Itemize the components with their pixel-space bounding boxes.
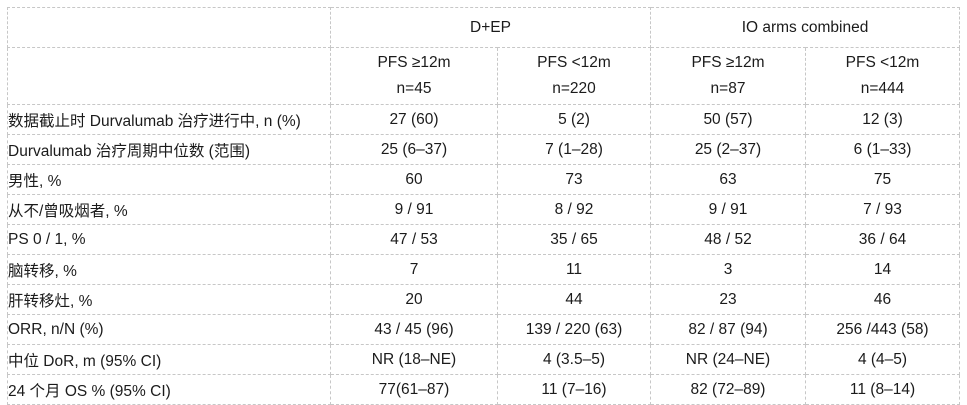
table-cell: NR (24–NE)	[650, 344, 806, 375]
table-row: 24 个月 OS % (95% CI) 77(61–87) 11 (7–16) …	[7, 374, 961, 405]
n-count: n=45	[396, 80, 432, 97]
table-cell: 82 / 87 (94)	[650, 314, 806, 345]
table-cell: 47 / 53	[330, 224, 498, 255]
group-header-row: D+EP IO arms combined	[7, 7, 961, 48]
table-cell: 7 / 93	[804, 194, 961, 225]
table-cell: 9 / 91	[650, 194, 806, 225]
row-label: 男性, %	[7, 164, 331, 195]
table-cell: 3	[650, 254, 806, 285]
table-cell: 6 (1–33)	[804, 134, 961, 165]
table-cell: 12 (3)	[804, 104, 961, 135]
table-cell: 60	[330, 164, 498, 195]
table-cell: 43 / 45 (96)	[330, 314, 498, 345]
table-cell: 63	[650, 164, 806, 195]
pfs-subheader: PFS ≥12m	[377, 54, 451, 71]
table-cell: 50 (57)	[650, 104, 806, 135]
table-cell: NR (18–NE)	[330, 344, 498, 375]
table-cell: 11	[497, 254, 651, 285]
table-cell: 8 / 92	[497, 194, 651, 225]
row-label: 从不/曾吸烟者, %	[7, 194, 331, 225]
col-header-io-pfs-ge12m: PFS ≥12m n=87	[650, 47, 806, 105]
table-cell: 139 / 220 (63)	[497, 314, 651, 345]
table-cell: 75	[804, 164, 961, 195]
table-cell: 48 / 52	[650, 224, 806, 255]
corner-cell-sub	[7, 47, 331, 105]
table-row: 男性, % 60 73 63 75	[7, 164, 961, 195]
table-cell: 7 (1–28)	[497, 134, 651, 165]
table-cell: 11 (7–16)	[497, 374, 651, 405]
n-count: n=87	[710, 80, 746, 97]
table-cell: 44	[497, 284, 651, 315]
col-header-dep-pfs-lt12m: PFS <12m n=220	[497, 47, 651, 105]
table-cell: 5 (2)	[497, 104, 651, 135]
table-cell: 25 (6–37)	[330, 134, 498, 165]
group-header-io-arms: IO arms combined	[649, 7, 961, 48]
table-cell: 82 (72–89)	[650, 374, 806, 405]
row-label: 中位 DoR, m (95% CI)	[7, 344, 331, 375]
table-row: Durvalumab 治疗周期中位数 (范围) 25 (6–37) 7 (1–2…	[7, 134, 961, 165]
table-cell: 23	[650, 284, 806, 315]
table-row: PS 0 / 1, % 47 / 53 35 / 65 48 / 52 36 /…	[7, 224, 961, 255]
table-cell: 20	[330, 284, 498, 315]
table-cell: 36 / 64	[804, 224, 961, 255]
table-cell: 7	[330, 254, 498, 285]
table-row: 数据截止时 Durvalumab 治疗进行中, n (%) 27 (60) 5 …	[7, 104, 961, 135]
n-count: n=220	[552, 80, 596, 97]
table-cell: 14	[804, 254, 961, 285]
pfs-subheader: PFS <12m	[537, 54, 611, 71]
table-cell: 77(61–87)	[330, 374, 498, 405]
row-label: 24 个月 OS % (95% CI)	[7, 374, 331, 405]
row-label: 肝转移灶, %	[7, 284, 331, 315]
corner-cell-top	[7, 7, 331, 48]
row-label: 脑转移, %	[7, 254, 331, 285]
table-cell: 25 (2–37)	[650, 134, 806, 165]
table-cell: 46	[804, 284, 961, 315]
n-count: n=444	[860, 80, 905, 97]
table-cell: 4 (3.5–5)	[497, 344, 651, 375]
table-cell: 35 / 65	[497, 224, 651, 255]
table-row: 肝转移灶, % 20 44 23 46	[7, 284, 961, 315]
col-header-io-pfs-lt12m: PFS <12m n=444	[804, 47, 961, 105]
table-row: 中位 DoR, m (95% CI) NR (18–NE) 4 (3.5–5) …	[7, 344, 961, 375]
table-cell: 9 / 91	[330, 194, 498, 225]
pfs-subheader: PFS ≥12m	[691, 54, 765, 71]
outcomes-table: D+EP IO arms combined PFS ≥12m n=45 PFS …	[7, 7, 961, 405]
row-label: ORR, n/N (%)	[7, 314, 331, 345]
table-row: 从不/曾吸烟者, % 9 / 91 8 / 92 9 / 91 7 / 93	[7, 194, 961, 225]
table-row: 脑转移, % 7 11 3 14	[7, 254, 961, 285]
pfs-subheader: PFS <12m	[845, 54, 920, 71]
table-cell: 27 (60)	[330, 104, 498, 135]
row-label: Durvalumab 治疗周期中位数 (范围)	[7, 134, 331, 165]
row-label: PS 0 / 1, %	[7, 224, 331, 255]
table-cell: 256 /443 (58)	[804, 314, 961, 345]
table-cell: 11 (8–14)	[804, 374, 961, 405]
table-cell: 4 (4–5)	[804, 344, 961, 375]
table-row: ORR, n/N (%) 43 / 45 (96) 139 / 220 (63)…	[7, 314, 961, 345]
row-label: 数据截止时 Durvalumab 治疗进行中, n (%)	[7, 104, 331, 135]
table-cell: 73	[497, 164, 651, 195]
col-header-dep-pfs-ge12m: PFS ≥12m n=45	[330, 47, 498, 105]
group-header-dep: D+EP	[330, 7, 651, 48]
subheader-row: PFS ≥12m n=45 PFS <12m n=220 PFS ≥12m n=…	[7, 47, 961, 105]
